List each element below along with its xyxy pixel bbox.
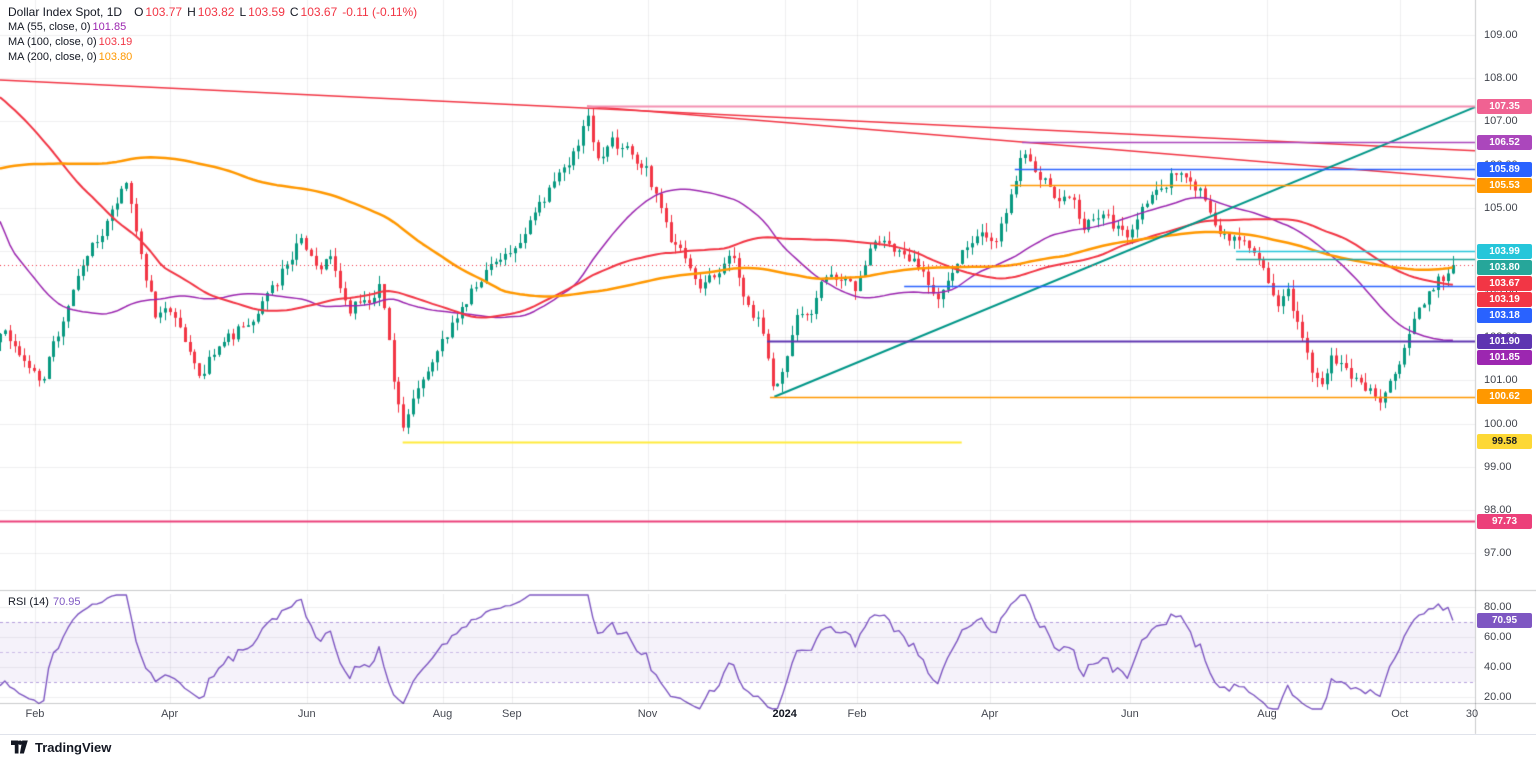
time-axis-label: 2024 [772, 708, 797, 720]
price-axis-label: 107.00 [1484, 115, 1518, 128]
time-axis-label: Feb [25, 708, 45, 720]
price-axis-label: 105.00 [1484, 201, 1518, 214]
ma-200-value: 103.80 [98, 51, 133, 63]
tradingview-logo-icon [11, 740, 28, 754]
ma-100-legend-row[interactable]: MA (100, close, 0) 103.19 [8, 36, 133, 48]
price-axis-tag[interactable]: 105.53 [1477, 177, 1532, 193]
footer-bar: TradingView [0, 734, 1536, 759]
price-axis-label: 97.00 [1484, 547, 1512, 559]
time-axis-label: Apr [161, 708, 179, 720]
time-axis-label: Aug [432, 708, 453, 720]
price-axis-tag[interactable]: 100.62 [1477, 389, 1532, 405]
price-axis-label: 100.00 [1484, 417, 1518, 430]
price-axis-tag[interactable]: 99.58 [1477, 434, 1532, 450]
tradingview-brand-text: TradingView [35, 739, 112, 755]
price-axis-label: 99.00 [1484, 460, 1512, 473]
price-axis-tag[interactable]: 105.89 [1477, 161, 1532, 177]
time-axis-label: Aug [1257, 708, 1277, 720]
price-axis-tag[interactable]: 106.52 [1477, 134, 1532, 150]
price-axis-tag[interactable]: 103.80 [1477, 259, 1532, 275]
price-axis-label: 108.00 [1484, 72, 1518, 85]
ohlc-open: O 103.77 [134, 5, 183, 19]
price-axis-tag[interactable]: 101.85 [1477, 349, 1532, 365]
time-axis-label: Oct [1391, 708, 1409, 720]
price-axis-label: 101.00 [1484, 374, 1518, 387]
ohlc-low: L 103.59 [239, 5, 285, 19]
symbol-row: Dollar Index Spot, 1D O 103.77 H 103.82 L 103.… [8, 5, 417, 20]
rsi-axis-label: 80.00 [1484, 601, 1512, 613]
ma-100-value: 103.19 [98, 36, 133, 48]
rsi-value: 70.95 [52, 596, 81, 608]
ohlc-close: C 103.67 [289, 5, 338, 19]
rsi-axis-label: 60.00 [1484, 631, 1512, 643]
time-axis-label: Feb [847, 708, 867, 720]
rsi-axis-tag[interactable]: 70.95 [1477, 613, 1532, 629]
time-axis-label: Apr [981, 708, 999, 720]
time-axis-label: Jun [297, 708, 316, 720]
change-value: -0.11 (-0.11%) [342, 5, 418, 19]
price-axis-tag[interactable]: 97.73 [1477, 513, 1532, 529]
price-axis-tag[interactable]: 107.35 [1477, 98, 1532, 114]
price-axis-label: 109.00 [1484, 29, 1518, 41]
ma-55-value: 101.85 [92, 21, 127, 33]
time-axis-label: Sep [502, 708, 522, 720]
symbol-title[interactable]: Dollar Index Spot, 1D [8, 5, 123, 19]
ma-55-legend-row[interactable]: MA (55, close, 0) 101.85 [8, 21, 127, 33]
time-axis-label: Jun [1120, 708, 1139, 720]
chart-legend: Dollar Index Spot, 1D O 103.77 H 103.82 L 103.… [8, 5, 417, 65]
price-axis-tag[interactable]: 103.19 [1477, 291, 1532, 307]
price-axis-tag[interactable]: 103.99 [1477, 243, 1532, 259]
price-axis-tag[interactable]: 103.18 [1477, 307, 1532, 323]
time-axis-label: Nov [637, 708, 658, 720]
rsi-axis-label: 40.00 [1484, 661, 1512, 673]
rsi-axis-label: 20.00 [1484, 691, 1512, 703]
price-axis-tag[interactable]: 101.90 [1477, 333, 1532, 349]
rsi-legend-row[interactable]: RSI (14) 70.95 [8, 596, 81, 608]
ohlc-high: H 103.82 [187, 5, 235, 19]
price-axis-tag[interactable]: 103.67 [1477, 275, 1532, 291]
time-axis-label: 30 [1465, 708, 1479, 720]
price-axis-label: 98.00 [1484, 503, 1512, 516]
ma-200-legend-row[interactable]: MA (200, close, 0) 103.80 [8, 51, 133, 63]
tradingview-logo-link[interactable]: TradingView [10, 740, 111, 755]
